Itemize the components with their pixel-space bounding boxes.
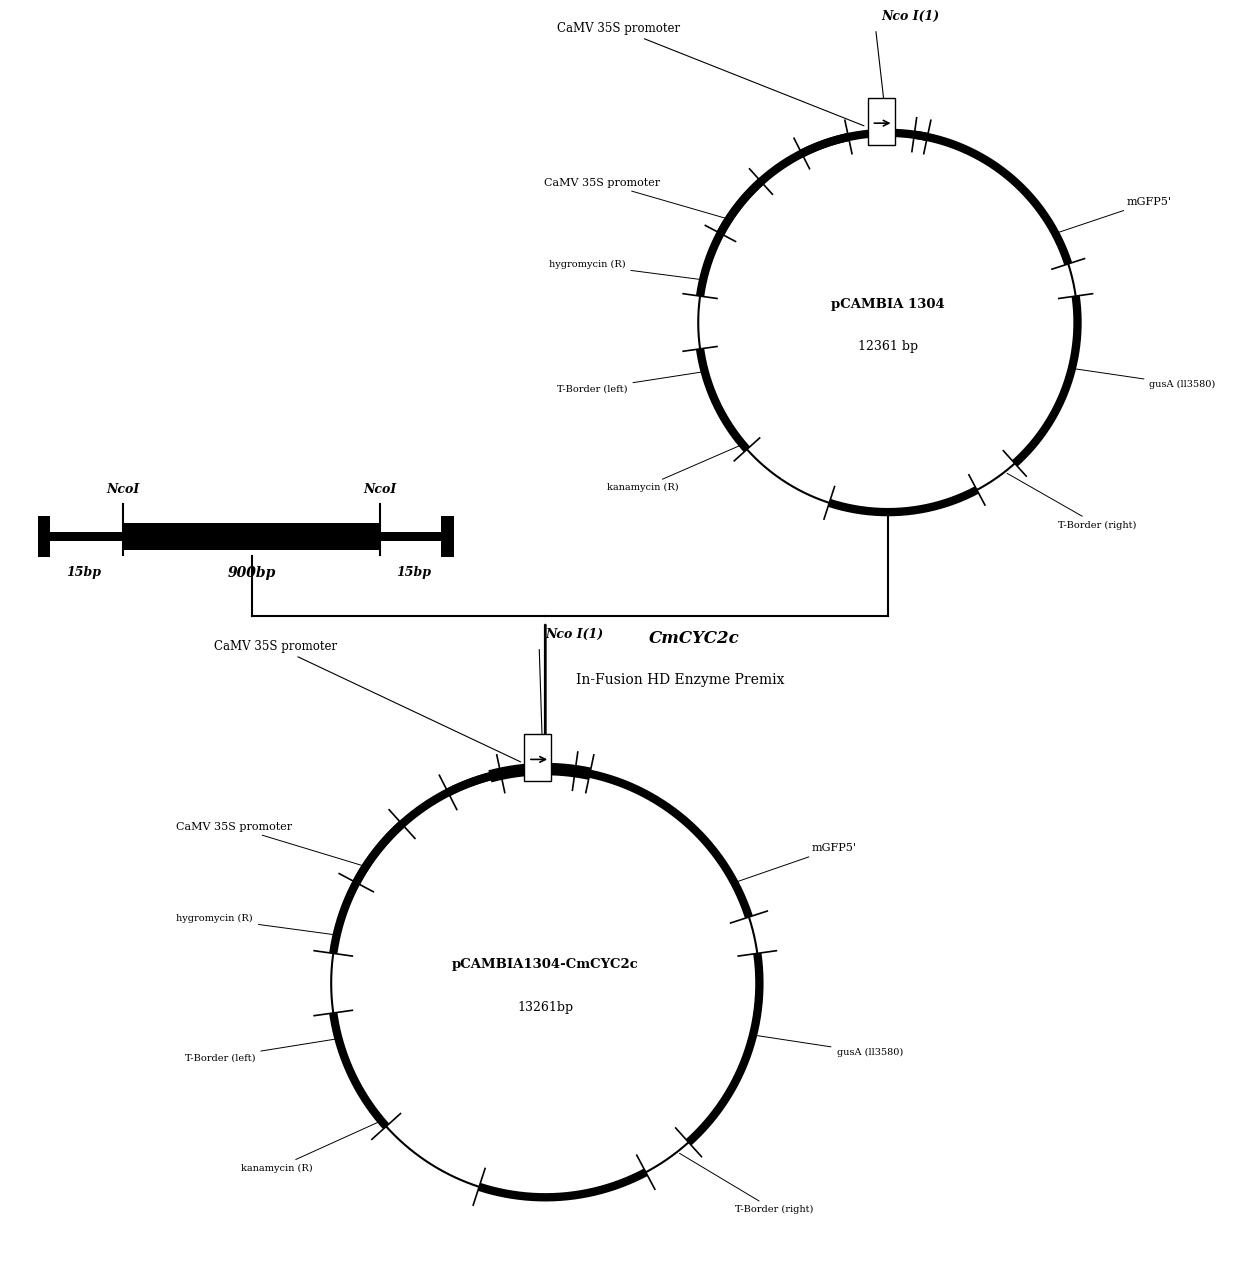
Bar (123, 523, 381, 550)
Text: T-Border (right): T-Border (right) (1007, 474, 1137, 530)
Text: Nco I(1): Nco I(1) (546, 628, 604, 640)
Text: 900bp: 900bp (227, 566, 275, 580)
Bar (37, 517, 50, 556)
Text: T-Border (right): T-Border (right) (680, 1153, 813, 1214)
Text: In-Fusion HD Enzyme Premix: In-Fusion HD Enzyme Premix (575, 672, 785, 686)
Text: kanamycin (R): kanamycin (R) (241, 1122, 378, 1172)
Text: CmCYC2c: CmCYC2c (650, 630, 740, 647)
Text: mGFP5': mGFP5' (1058, 197, 1172, 233)
Text: gusA (ll3580): gusA (ll3580) (1075, 369, 1215, 390)
Bar (43, 532, 448, 541)
Bar (441, 517, 454, 556)
Text: 13261bp: 13261bp (517, 1001, 573, 1015)
Text: CaMV 35S promoter: CaMV 35S promoter (544, 177, 727, 219)
Text: mGFP5': mGFP5' (737, 843, 857, 882)
Text: kanamycin (R): kanamycin (R) (608, 446, 740, 493)
Text: CmCYC2c: CmCYC2c (210, 516, 293, 530)
Text: 12361 bp: 12361 bp (858, 340, 918, 354)
Bar (868, 98, 895, 145)
Text: hygromycin (R): hygromycin (R) (548, 260, 701, 280)
Text: 15bp: 15bp (66, 566, 100, 579)
Text: T-Border (left): T-Border (left) (557, 372, 702, 393)
Text: gusA (ll3580): gusA (ll3580) (756, 1035, 903, 1058)
Text: Nco I(1): Nco I(1) (882, 10, 940, 23)
Bar (525, 735, 552, 780)
Text: CaMV 35S promoter: CaMV 35S promoter (557, 22, 864, 126)
Text: pCAMBIA 1304: pCAMBIA 1304 (831, 298, 945, 311)
Text: CaMV 35S promoter: CaMV 35S promoter (176, 821, 363, 866)
Text: 15bp: 15bp (397, 566, 432, 579)
Text: CaMV 35S promoter: CaMV 35S promoter (215, 640, 521, 763)
Text: T-Border (left): T-Border (left) (185, 1039, 336, 1062)
Text: pCAMBIA1304-CmCYC2c: pCAMBIA1304-CmCYC2c (451, 959, 639, 971)
Text: hygromycin (R): hygromycin (R) (176, 914, 334, 934)
Text: NcoI: NcoI (107, 484, 140, 496)
Text: NcoI: NcoI (363, 484, 397, 496)
